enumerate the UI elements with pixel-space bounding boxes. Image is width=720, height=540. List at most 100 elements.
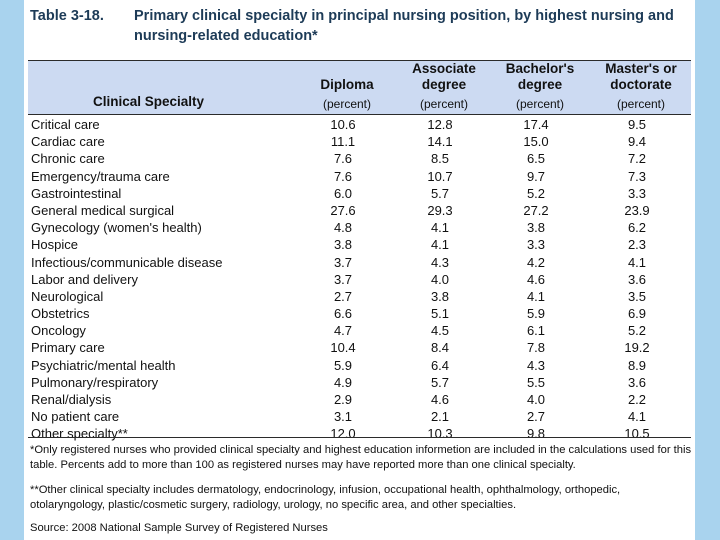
row-value: 7.6 [333, 151, 353, 167]
table-row: Emergency/trauma care 7.6 10.7 9.7 7.3 [28, 168, 691, 185]
row-value: 9.4 [627, 134, 647, 150]
row-value: 5.9 [526, 306, 546, 322]
row-label: Psychiatric/mental health [31, 357, 176, 373]
row-value: 5.7 [430, 374, 450, 390]
row-value: 2.3 [627, 237, 647, 253]
row-label: Labor and delivery [31, 271, 138, 287]
row-value: 29.3 [427, 202, 453, 218]
top-rule [28, 60, 691, 61]
row-value: 4.7 [333, 323, 353, 339]
row-value: 6.6 [333, 306, 353, 322]
row-label: Renal/dialysis [31, 392, 112, 407]
row-value: 3.6 [627, 374, 647, 390]
table-row: Psychiatric/mental health 5.9 6.4 4.3 8.9 [28, 357, 691, 374]
table-row: Primary care 10.4 8.4 7.8 19.2 [28, 339, 691, 356]
row-value: 10.4 [330, 340, 356, 356]
table-number: Table 3-18. [30, 8, 104, 24]
row-label: Infectious/communicable disease [31, 254, 223, 270]
row-label: Other specialty** [31, 426, 128, 442]
table-body: Critical care 10.6 12.8 17.4 9.5 Cardiac care… [28, 116, 691, 443]
specialty-column-header: Clinical Specialty [93, 94, 205, 109]
row-value: 2.7 [526, 409, 546, 425]
table-row: Labor and delivery 3.7 4.0 4.6 3.6 [28, 271, 691, 288]
row-value: 3.1 [333, 409, 353, 425]
row-value: 17.4 [523, 117, 549, 132]
table-row: Obstetrics 6.6 5.1 5.9 6.9 [28, 305, 691, 322]
row-value: 4.1 [627, 254, 647, 270]
row-value: 9.7 [526, 168, 546, 184]
row-label: General medical surgical [31, 202, 175, 218]
row-value: 3.3 [627, 185, 647, 201]
row-value: 4.1 [430, 237, 450, 253]
row-label: Primary care [31, 340, 105, 356]
row-value: 5.2 [526, 185, 546, 201]
column-header-masters: Master's or doctorate (percent) [605, 61, 677, 111]
row-value: 9.8 [526, 426, 546, 442]
table-sheet: Table 3-18. Primary clinical specialty i… [24, 0, 695, 540]
row-value: 3.8 [526, 220, 546, 236]
table-row: Gastrointestinal 6.0 5.7 5.2 3.3 [28, 185, 691, 202]
row-value: 7.8 [526, 340, 546, 356]
column-header-bachelors: Bachelor's degree (percent) [505, 61, 575, 111]
row-value: 2.2 [627, 392, 647, 407]
row-value: 3.6 [627, 271, 647, 287]
table-row: No patient care 3.1 2.1 2.7 4.1 [28, 408, 691, 425]
row-value: 8.9 [627, 357, 647, 373]
row-value: 7.6 [333, 168, 353, 184]
row-label: No patient care [31, 409, 120, 425]
table-row: Renal/dialysis 2.9 4.6 4.0 2.2 [28, 391, 691, 408]
row-value: 3.3 [526, 237, 546, 253]
row-value: 9.5 [627, 117, 647, 132]
row-value: 4.9 [333, 374, 353, 390]
table-row: Cardiac care 11.1 14.1 15.0 9.4 [28, 133, 691, 150]
row-label: Emergency/trauma care [31, 168, 170, 184]
row-value: 5.5 [526, 374, 546, 390]
row-value: 19.2 [624, 340, 650, 356]
row-value: 6.5 [526, 151, 546, 167]
source-note: Source: 2008 National Sample Survey of R… [30, 522, 328, 534]
row-value: 4.2 [526, 254, 546, 270]
bottom-rule [28, 437, 691, 438]
table-row: Chronic care 7.6 8.5 6.5 7.2 [28, 150, 691, 167]
table-row: Pulmonary/respiratory 4.9 5.7 5.5 3.6 [28, 374, 691, 391]
row-label: Hospice [31, 237, 78, 253]
row-value: 4.3 [526, 357, 546, 373]
row-value: 3.7 [333, 271, 353, 287]
row-value: 12.8 [427, 117, 453, 132]
row-label: Neurological [31, 288, 104, 304]
table-row: General medical surgical 27.6 29.3 27.2 23.9 [28, 202, 691, 219]
row-label: Pulmonary/respiratory [31, 374, 159, 390]
row-value: 3.5 [627, 288, 647, 304]
column-header-associate: Associate degree (percent) [412, 61, 476, 111]
row-value: 3.8 [430, 288, 450, 304]
table-row: Hospice 3.8 4.1 3.3 2.3 [28, 236, 691, 253]
table-row: Neurological 2.7 3.8 4.1 3.5 [28, 288, 691, 305]
row-value: 4.5 [430, 323, 450, 339]
row-value: 12.0 [330, 426, 356, 442]
table-row: Infectious/communicable disease 3.7 4.3 4.2… [28, 254, 691, 271]
row-label: Chronic care [31, 151, 105, 167]
row-label: Critical care [31, 117, 100, 132]
row-value: 27.2 [523, 202, 549, 218]
row-value: 8.5 [430, 151, 450, 167]
row-value: 4.8 [333, 220, 353, 236]
table-row: Critical care 10.6 12.8 17.4 9.5 [28, 116, 691, 133]
table-row: Oncology 4.7 4.5 6.1 5.2 [28, 322, 691, 339]
row-value: 7.2 [627, 151, 647, 167]
row-value: 6.0 [333, 185, 353, 201]
row-value: 5.1 [430, 306, 450, 322]
row-value: 5.7 [430, 185, 450, 201]
row-value: 5.2 [627, 323, 647, 339]
table-title: Primary clinical specialty in principal … [134, 8, 674, 44]
row-value: 10.5 [624, 426, 650, 442]
row-value: 4.1 [526, 288, 546, 304]
row-value: 4.1 [627, 409, 647, 425]
row-value: 5.9 [333, 357, 353, 373]
row-value: 15.0 [523, 134, 549, 150]
row-value: 4.0 [430, 271, 450, 287]
row-value: 3.8 [333, 237, 353, 253]
table-row: Gynecology (women's health) 4.8 4.1 3.8 6.2 [28, 219, 691, 236]
row-value: 2.7 [333, 288, 353, 304]
row-value: 10.7 [427, 168, 453, 184]
row-label: Oncology [31, 323, 86, 339]
